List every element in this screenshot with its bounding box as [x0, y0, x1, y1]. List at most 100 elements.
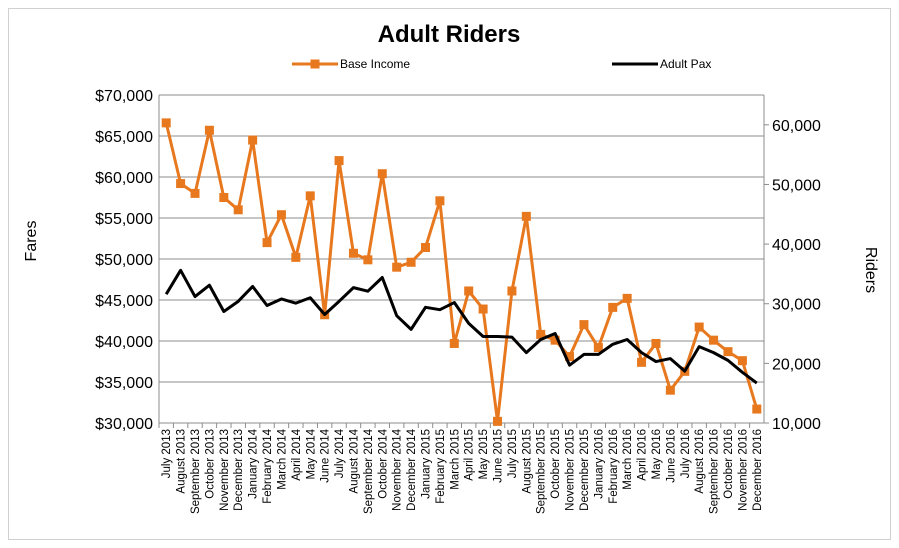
x-tick-label: March 2015 — [449, 429, 461, 490]
point-marker — [651, 338, 661, 348]
point-marker — [161, 118, 171, 128]
x-tick-label: April 2014 — [291, 428, 303, 480]
point-marker — [334, 156, 344, 166]
point-marker — [449, 338, 459, 348]
point-marker — [348, 248, 358, 258]
point-marker — [305, 191, 315, 201]
x-tick-label: August 2016 — [694, 429, 706, 494]
x-tick-label: July 2015 — [507, 429, 519, 478]
legend-marker — [310, 59, 320, 69]
x-tick-label: January 2015 — [420, 429, 432, 499]
series-line — [164, 122, 759, 423]
x-tick-label: April 2016 — [637, 429, 649, 481]
y2-tick-label: 10,000 — [772, 416, 821, 433]
point-marker — [276, 210, 286, 220]
point-marker — [737, 356, 747, 366]
legend-label: Base Income — [340, 57, 410, 71]
x-tick-label: January 2014 — [248, 428, 260, 498]
y2-tick-label: 20,000 — [772, 356, 821, 373]
y-tick-label: $50,000 — [95, 252, 153, 269]
point-marker — [579, 320, 589, 330]
point-marker — [377, 169, 387, 179]
series-line — [164, 268, 758, 385]
x-tick-label: September 2016 — [709, 429, 721, 514]
x-tick-label: September 2015 — [536, 429, 548, 514]
point-marker — [752, 404, 762, 414]
legend-label: Adult Pax — [660, 57, 711, 71]
point-marker — [190, 188, 200, 198]
point-marker — [536, 329, 546, 339]
x-tick-label: October 2016 — [723, 429, 735, 499]
x-tick-label: July 2013 — [161, 429, 173, 478]
x-tick-label: February 2016 — [608, 429, 620, 504]
y-tick-label: $55,000 — [95, 211, 153, 228]
point-marker — [363, 255, 373, 265]
y-tick-label: $30,000 — [95, 416, 153, 433]
x-tick-label: July 2016 — [680, 429, 692, 478]
x-tick-label: December 2015 — [579, 429, 591, 511]
point-marker — [521, 211, 531, 221]
x-tick-label: December 2016 — [752, 429, 764, 511]
point-marker — [507, 286, 517, 296]
y2-tick-label: 40,000 — [772, 237, 821, 254]
point-marker — [723, 347, 733, 357]
y-tick-label: $70,000 — [95, 88, 153, 105]
x-tick-label: June 2016 — [665, 429, 677, 483]
point-marker — [291, 252, 301, 262]
point-marker — [248, 135, 258, 145]
y2-tick-label: 60,000 — [772, 118, 821, 135]
point-marker — [233, 205, 243, 215]
point-marker — [550, 335, 560, 345]
point-marker — [420, 243, 430, 253]
x-tick-label: July 2014 — [334, 428, 346, 478]
point-marker — [478, 304, 488, 314]
point-marker — [694, 322, 704, 332]
point-marker — [637, 357, 647, 367]
chart-frame — [8, 8, 891, 540]
x-tick-label: May 2014 — [305, 428, 317, 479]
x-tick-label: August 2013 — [176, 429, 188, 494]
y-tick-label: $40,000 — [95, 334, 153, 351]
y2-axis-label: Riders — [862, 247, 879, 293]
point-marker — [262, 238, 272, 248]
x-tick-label: May 2016 — [651, 429, 663, 480]
x-tick-label: November 2015 — [565, 429, 577, 511]
x-tick-label: November 2016 — [737, 429, 749, 511]
y-tick-label: $65,000 — [95, 129, 153, 146]
x-tick-label: April 2015 — [464, 429, 476, 481]
y-axis-label: Fares — [23, 221, 40, 262]
x-tick-label: December 2013 — [233, 429, 245, 511]
x-tick-label: September 2014 — [363, 428, 375, 514]
y-tick-label: $60,000 — [95, 170, 153, 187]
x-tick-label: November 2013 — [219, 429, 231, 511]
x-tick-label: March 2014 — [276, 428, 288, 489]
x-tick-label: December 2014 — [406, 428, 418, 510]
x-tick-label: September 2013 — [190, 429, 202, 514]
x-tick-label: October 2014 — [377, 428, 389, 498]
point-marker — [176, 179, 186, 189]
point-marker — [204, 125, 214, 135]
y-tick-label: $35,000 — [95, 375, 153, 392]
x-tick-label: June 2014 — [320, 428, 332, 482]
point-marker — [608, 302, 618, 312]
x-tick-label: June 2015 — [493, 429, 505, 483]
x-tick-label: August 2015 — [521, 429, 533, 494]
point-marker — [493, 416, 503, 426]
point-marker — [565, 352, 575, 362]
point-marker — [406, 257, 416, 267]
x-tick-label: October 2013 — [204, 429, 216, 499]
x-tick-label: November 2014 — [392, 428, 404, 510]
point-marker — [392, 262, 402, 272]
point-marker — [464, 286, 474, 296]
point-marker — [665, 385, 675, 395]
x-tick-label: January 2016 — [593, 429, 605, 499]
y2-tick-label: 30,000 — [772, 297, 821, 314]
point-marker — [709, 335, 719, 345]
x-tick-label: February 2014 — [262, 428, 274, 503]
point-marker — [219, 193, 229, 202]
x-tick-label: February 2015 — [435, 429, 447, 504]
x-tick-label: March 2016 — [622, 429, 634, 490]
point-marker — [593, 343, 603, 353]
